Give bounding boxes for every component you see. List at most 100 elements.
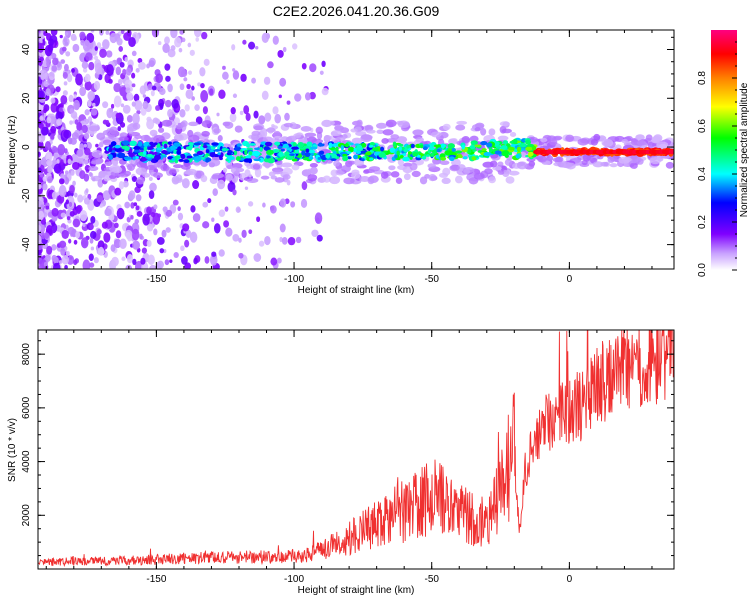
spectrogram-cell	[224, 206, 229, 212]
spectrogram-y-label: Frequency (Hz)	[7, 116, 18, 185]
spectrogram-cell	[304, 152, 311, 158]
spectrogram-cell	[123, 170, 132, 177]
spectrogram-cell	[380, 171, 389, 179]
spectrogram-cell	[209, 152, 216, 158]
spectrogram-cell	[143, 146, 148, 152]
spectrogram-cell	[412, 152, 418, 157]
snr-x-tick-label: 0	[567, 574, 573, 585]
spectrogram-cell	[55, 111, 64, 121]
spectrogram-cell	[200, 162, 208, 168]
spectrogram-cell	[502, 169, 510, 178]
spectrogram-cell	[151, 85, 157, 91]
spectrogram-cell	[435, 154, 440, 159]
spectrogram-cell	[369, 157, 374, 161]
spectrogram-cell	[131, 228, 140, 241]
spectrogram-cell	[315, 126, 323, 135]
spectrogram-cell	[116, 207, 125, 220]
spectrogram-cell	[70, 233, 74, 237]
spectrogram-cell	[79, 210, 88, 222]
colorbar-label: Normalized spectral amplitude	[739, 82, 750, 217]
spectrogram-cell	[316, 234, 323, 242]
spectrogram-cell	[177, 146, 182, 152]
spectrogram-cell	[264, 235, 271, 246]
spectrogram-cell	[182, 223, 190, 232]
spectrogram-cell	[84, 73, 91, 83]
spectrogram-cell	[397, 159, 405, 166]
spectrogram-cell	[88, 125, 100, 132]
spectrogram-cell	[195, 116, 203, 125]
spectrogram-cell	[199, 67, 206, 77]
spectrogram-cell	[582, 153, 591, 162]
spectrogram-cell	[64, 265, 68, 269]
spectrogram-cell	[190, 205, 196, 213]
spectrogram-cell	[218, 209, 226, 218]
spectrogram-cell	[110, 103, 115, 109]
spectrogram-cell	[106, 107, 114, 119]
spectrogram-cell	[110, 244, 116, 252]
spectrogram-cell	[147, 146, 154, 150]
spectrogram-cell	[70, 33, 77, 42]
spectrogram-cell	[361, 142, 367, 148]
spectrogram-cell	[483, 152, 492, 157]
spectrogram-cell	[181, 178, 190, 189]
spectrogram-cell	[68, 201, 73, 208]
spectrogram-cell	[225, 173, 233, 182]
spectrogram-cell	[410, 143, 415, 149]
spectrogram-cell	[43, 183, 48, 189]
spectrogram-cell	[280, 148, 285, 152]
spectrogram-cell	[165, 209, 173, 217]
spectrogram-cell	[428, 147, 435, 151]
spectrogram-cell	[114, 144, 121, 149]
spectrogram-cell	[267, 127, 274, 134]
spectrogram-cell	[132, 156, 136, 161]
spectrogram-cell	[235, 206, 241, 214]
spectrogram-cell	[62, 90, 68, 96]
spectrogram-cell	[186, 155, 193, 159]
spectrogram-cell	[371, 147, 379, 152]
spectrogram-cell	[75, 73, 83, 86]
spectrogram-cell	[449, 156, 455, 162]
spectrogram-cell	[348, 160, 356, 165]
spectrogram-cell	[146, 206, 152, 215]
spectrogram-cell	[82, 67, 88, 73]
spectrogram-cell	[251, 133, 260, 141]
snr-y-tick-label: 2000	[21, 504, 32, 527]
spectrogram-cell	[119, 132, 128, 138]
spectrogram-cell	[155, 73, 163, 84]
spectrogram-cell	[187, 142, 195, 146]
spectrogram-cell	[93, 80, 101, 91]
spectrogram-cell	[264, 112, 272, 122]
spectrogram-cell	[261, 32, 269, 43]
snr-frame	[37, 329, 675, 570]
spectrogram-cell	[474, 127, 481, 132]
spectrogram-cell	[310, 152, 315, 156]
spectrogram-cell	[519, 142, 527, 148]
spectrogram-cell	[238, 252, 244, 259]
spectrogram-cell	[369, 142, 376, 146]
spectrogram-cell	[147, 254, 155, 265]
spectrogram-cell	[38, 42, 45, 53]
spectrogram-cell	[508, 146, 515, 151]
spectrogram-cell	[451, 148, 456, 153]
spectrogram-cell	[135, 68, 140, 73]
spectrogram-cell	[351, 137, 363, 145]
spectrogram-cell	[455, 175, 463, 184]
spectrogram-cell	[396, 136, 408, 144]
spectrogram-cell	[72, 180, 76, 186]
spectrogram-cell	[69, 211, 75, 217]
spectrogram-cell	[39, 116, 44, 121]
spectrogram-cell	[334, 125, 344, 131]
spectrogram-cell	[48, 55, 52, 60]
spectrogram-cell	[173, 142, 180, 148]
spectrogram-cell	[436, 148, 441, 153]
spectrogram-cell	[366, 129, 376, 134]
spectrogram-cell	[38, 210, 45, 221]
spectrogram-cell	[136, 211, 143, 217]
spectrogram-cell	[258, 240, 265, 247]
spectrogram-cell	[505, 176, 515, 184]
spectrogram-cell	[502, 140, 509, 145]
spectrogram-cell	[122, 68, 127, 76]
spectrogram-cell	[134, 218, 140, 224]
spectrogram-cell	[331, 143, 339, 147]
spectrogram-cell	[375, 122, 387, 129]
